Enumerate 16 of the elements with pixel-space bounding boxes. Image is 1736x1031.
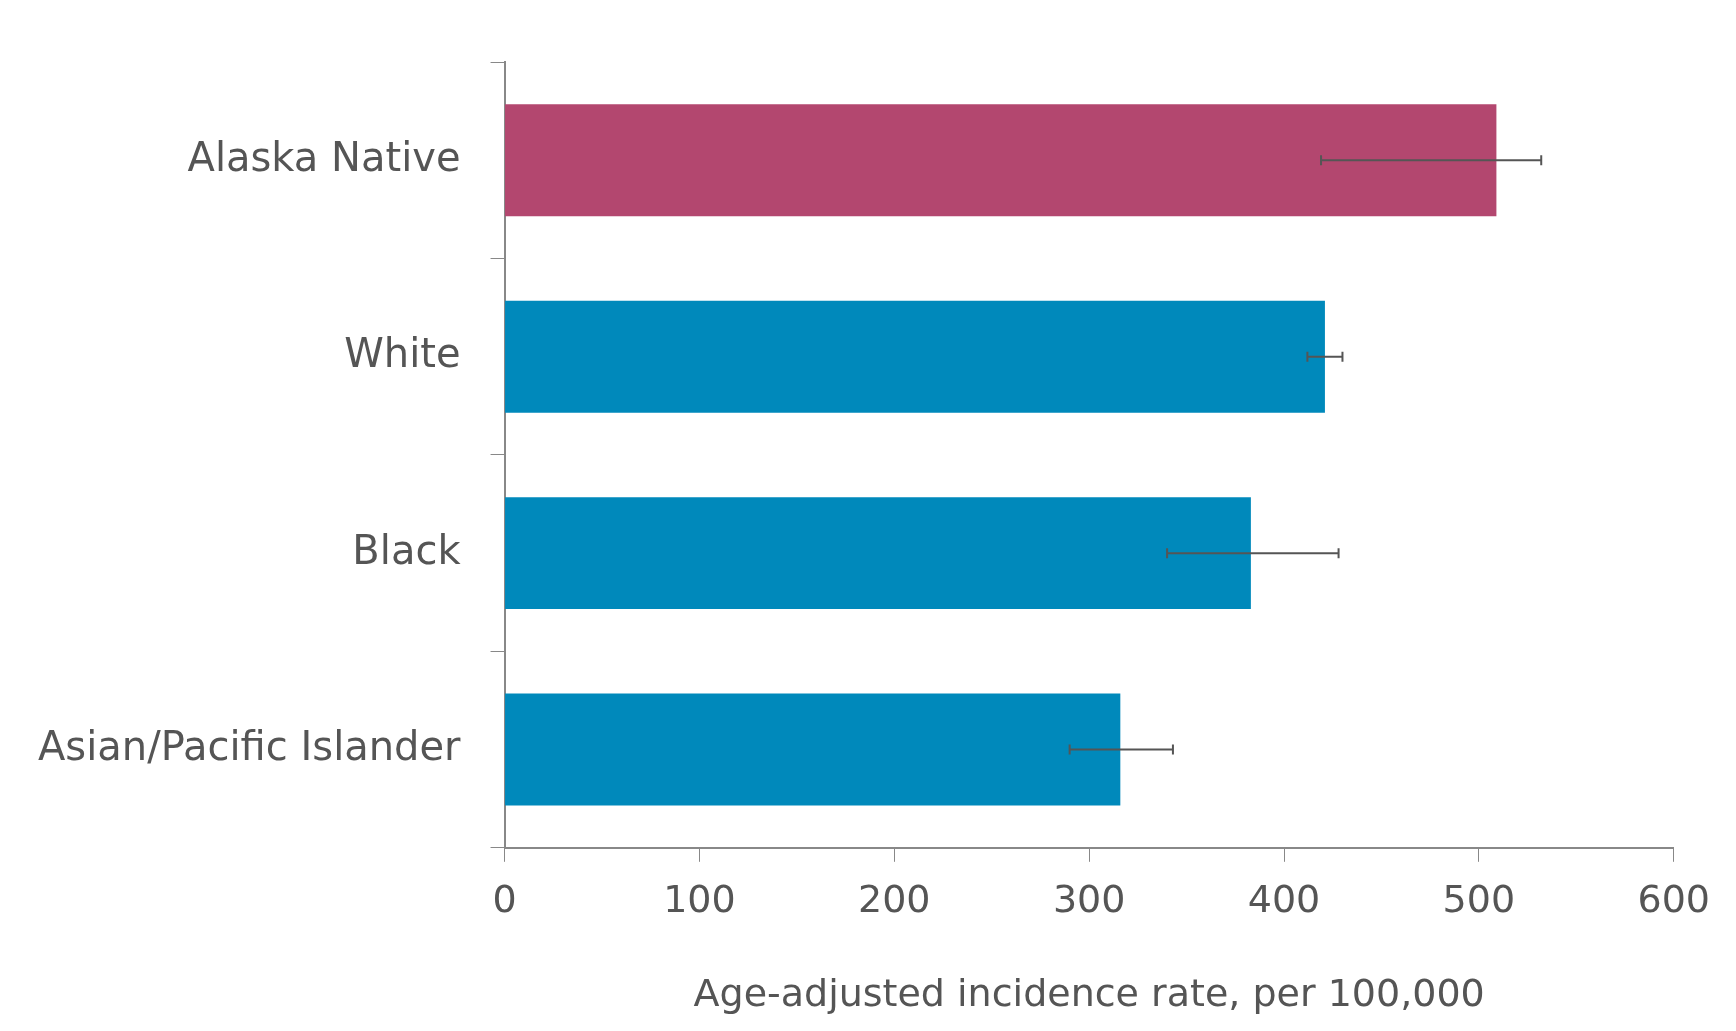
- bar: [505, 300, 1325, 413]
- bar: [505, 497, 1251, 610]
- x-tick-label: 200: [858, 877, 931, 922]
- bar: [505, 104, 1497, 217]
- y-tick-label: White: [344, 330, 461, 377]
- x-tick-label: 100: [663, 877, 736, 922]
- x-tick-label: 400: [1247, 877, 1321, 922]
- y-tick-label: Asian/Pacific Islander: [38, 722, 462, 769]
- x-tick-label: 300: [1052, 877, 1126, 922]
- x-tick-label: 500: [1442, 877, 1516, 922]
- x-tick-label: 0: [492, 877, 517, 922]
- x-axis-title: Age-adjusted incidence rate, per 100,000: [693, 971, 1485, 1016]
- bar: [505, 693, 1121, 806]
- x-tick-label: 600: [1637, 877, 1710, 922]
- y-tick-label: Alaska Native: [187, 133, 461, 180]
- y-tick-label: Black: [352, 526, 462, 573]
